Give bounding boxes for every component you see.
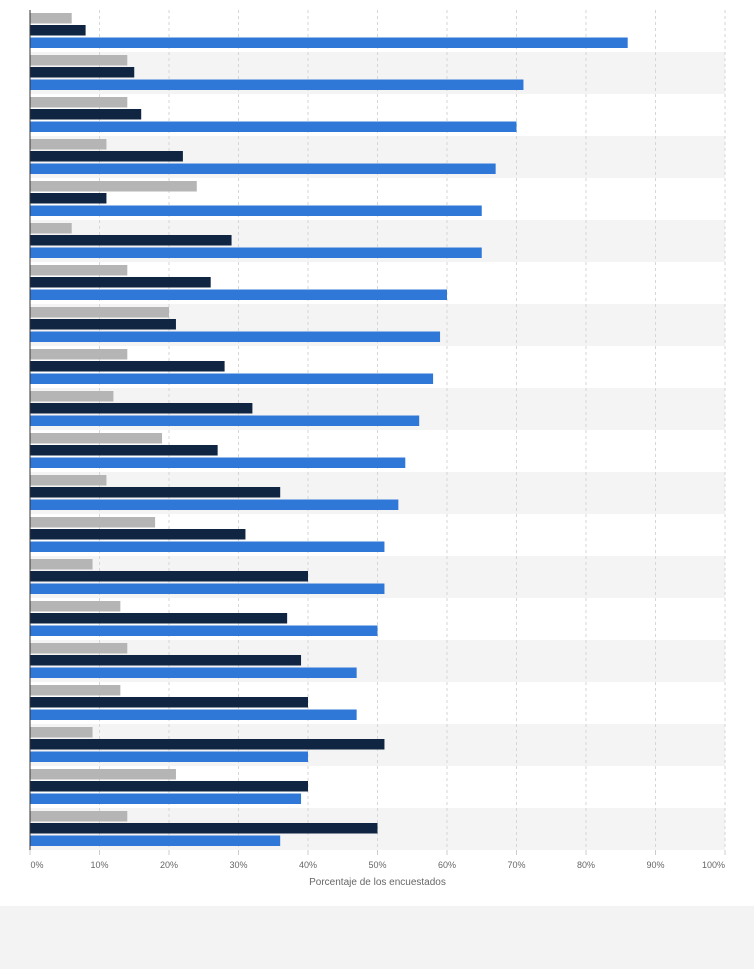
bar bbox=[30, 559, 93, 570]
x-tick-label: 100% bbox=[702, 860, 725, 870]
bar bbox=[30, 709, 357, 720]
x-tick-label: 50% bbox=[368, 860, 386, 870]
bar bbox=[30, 181, 197, 192]
bar bbox=[30, 319, 176, 330]
bar bbox=[30, 541, 385, 552]
bar bbox=[30, 193, 107, 204]
bar bbox=[30, 97, 128, 108]
x-tick-label: 10% bbox=[90, 860, 108, 870]
bar bbox=[30, 739, 385, 750]
bar bbox=[30, 13, 72, 24]
bar bbox=[30, 727, 93, 738]
bar bbox=[30, 583, 385, 594]
bar bbox=[30, 613, 288, 624]
x-tick-label: 90% bbox=[646, 860, 664, 870]
bar bbox=[30, 433, 163, 444]
bar bbox=[30, 223, 72, 234]
bar bbox=[30, 289, 447, 300]
footer-band bbox=[0, 906, 754, 969]
x-tick-label: 80% bbox=[577, 860, 595, 870]
bar bbox=[30, 37, 628, 48]
x-axis-title: Porcentaje de los encuestados bbox=[309, 877, 446, 888]
bar bbox=[30, 697, 308, 708]
bar bbox=[30, 139, 107, 150]
x-tick-label: 30% bbox=[229, 860, 247, 870]
bar bbox=[30, 121, 517, 132]
bar bbox=[30, 769, 176, 780]
bar bbox=[30, 415, 420, 426]
x-tick-label: 70% bbox=[507, 860, 525, 870]
bar bbox=[30, 643, 128, 654]
bar bbox=[30, 475, 107, 486]
x-tick-label: 60% bbox=[438, 860, 456, 870]
bar bbox=[30, 79, 524, 90]
bar bbox=[30, 811, 128, 822]
bar bbox=[30, 517, 156, 528]
bar bbox=[30, 751, 308, 762]
x-tick-label: 40% bbox=[299, 860, 317, 870]
bar bbox=[30, 277, 211, 288]
bar bbox=[30, 685, 121, 696]
bar bbox=[30, 835, 281, 846]
bar bbox=[30, 331, 441, 342]
bar bbox=[30, 781, 308, 792]
bar bbox=[30, 373, 434, 384]
bar bbox=[30, 235, 232, 246]
bar bbox=[30, 25, 86, 36]
bar bbox=[30, 487, 281, 498]
bar bbox=[30, 55, 128, 66]
x-tick-label: 0% bbox=[30, 860, 43, 870]
bar bbox=[30, 67, 135, 78]
bar bbox=[30, 655, 302, 666]
bar bbox=[30, 445, 218, 456]
bar bbox=[30, 151, 183, 162]
bar bbox=[30, 205, 482, 216]
bar bbox=[30, 247, 482, 258]
bar bbox=[30, 667, 357, 678]
bar bbox=[30, 457, 406, 468]
bar bbox=[30, 823, 378, 834]
bar-chart: 0% 10% 20% 30% 40% 50% 60% 70% 80% 90% 100% Porcent… bbox=[29, 10, 726, 888]
bar bbox=[30, 349, 128, 360]
bar bbox=[30, 163, 496, 174]
bar bbox=[30, 499, 399, 510]
bar bbox=[30, 265, 128, 276]
bar bbox=[30, 793, 302, 804]
bar bbox=[30, 571, 308, 582]
bar bbox=[30, 109, 142, 120]
bar bbox=[30, 403, 253, 414]
x-tick-label: 20% bbox=[160, 860, 178, 870]
bar bbox=[30, 601, 121, 612]
bar bbox=[30, 307, 169, 318]
bar bbox=[30, 529, 246, 540]
bar bbox=[30, 391, 114, 402]
bar bbox=[30, 361, 225, 372]
bar bbox=[30, 625, 378, 636]
